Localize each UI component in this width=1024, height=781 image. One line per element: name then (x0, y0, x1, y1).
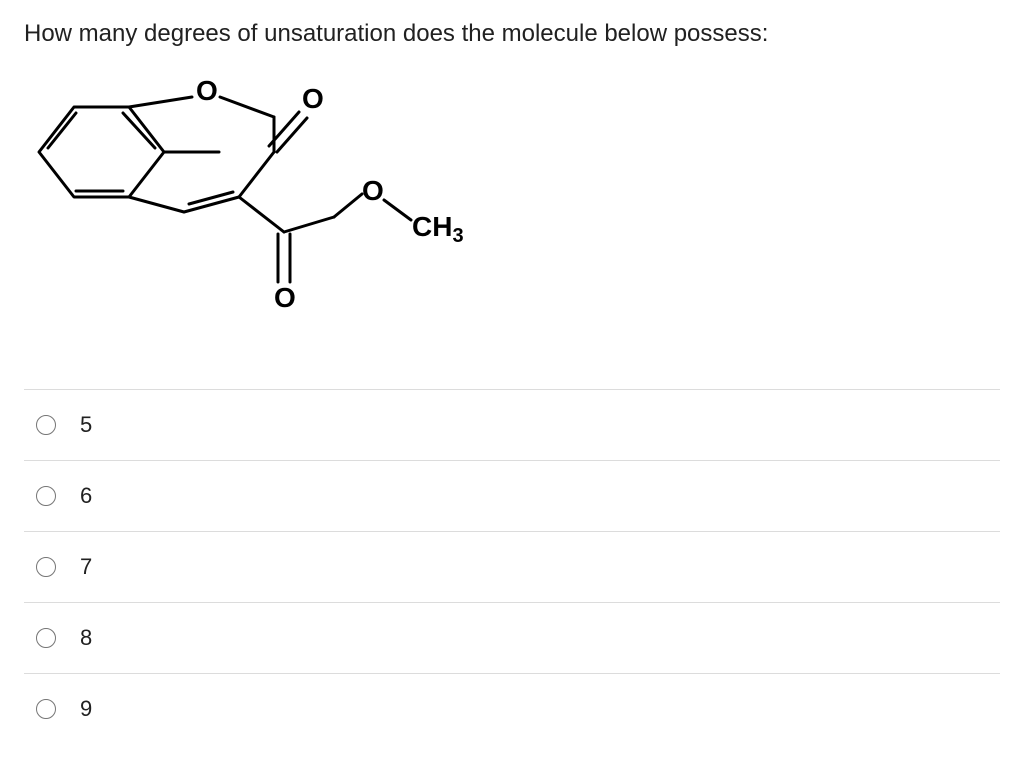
question-text: How many degrees of unsaturation does th… (24, 20, 1000, 48)
option-label: 5 (80, 412, 92, 438)
molecule-diagram: O O O O CH3 (24, 72, 1000, 337)
option-label: 6 (80, 483, 92, 509)
option-label: 9 (80, 696, 92, 722)
option-row[interactable]: 6 (24, 461, 1000, 532)
option-label: 8 (80, 625, 92, 651)
oxygen-label-ester: O (362, 175, 384, 206)
option-row[interactable]: 5 (24, 390, 1000, 461)
radio-option-5[interactable] (36, 415, 56, 435)
option-row[interactable]: 7 (24, 532, 1000, 603)
option-label: 7 (80, 554, 92, 580)
oxygen-label-ring: O (196, 75, 218, 106)
oxygen-label-carbonyl2: O (274, 282, 296, 313)
ch3-label: CH3 (412, 211, 464, 247)
options-list: 5 6 7 8 9 (24, 389, 1000, 744)
option-row[interactable]: 9 (24, 674, 1000, 744)
option-row[interactable]: 8 (24, 603, 1000, 674)
radio-option-7[interactable] (36, 557, 56, 577)
radio-option-6[interactable] (36, 486, 56, 506)
radio-option-8[interactable] (36, 628, 56, 648)
oxygen-label-carbonyl1: O (302, 83, 324, 114)
molecule-svg: O O O O CH3 (24, 72, 484, 332)
radio-option-9[interactable] (36, 699, 56, 719)
